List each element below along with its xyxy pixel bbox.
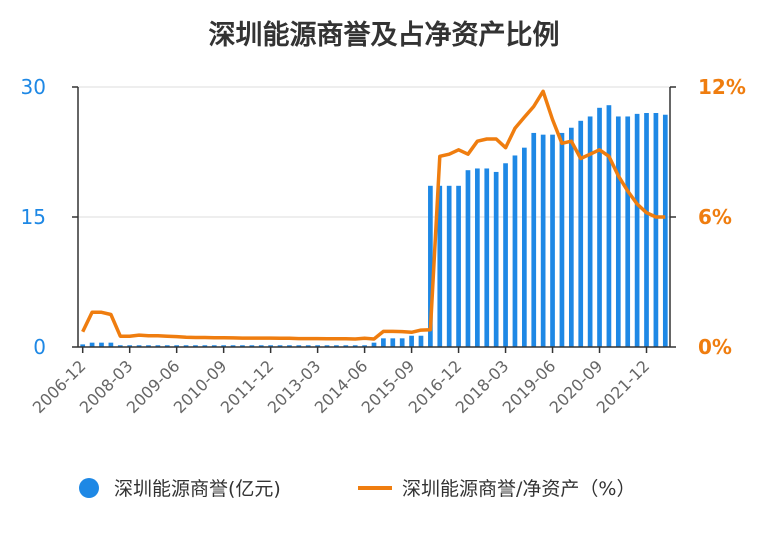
bar <box>80 344 86 347</box>
bar <box>428 185 433 347</box>
bar <box>540 134 546 347</box>
line-series <box>81 89 666 341</box>
bar <box>183 345 189 347</box>
bar <box>193 345 198 347</box>
bar <box>653 113 659 347</box>
bar <box>352 345 358 347</box>
bar <box>202 345 208 347</box>
bar <box>287 345 292 347</box>
bar <box>136 345 142 347</box>
bar <box>615 116 621 347</box>
bar <box>268 345 273 347</box>
bar <box>371 342 377 347</box>
legend: 深圳能源商誉(亿元) 深圳能源商誉/净资产（%） <box>79 478 635 500</box>
bar-series <box>80 105 668 347</box>
legend-line-label: 深圳能源商誉/净资产（%） <box>402 478 635 500</box>
bar <box>503 163 508 347</box>
bar <box>409 335 414 347</box>
y-tick-label-left: 0 <box>33 335 46 359</box>
bar <box>531 132 537 347</box>
bar <box>662 114 668 347</box>
y-tick-label-right: 12% <box>698 75 746 99</box>
bar <box>587 116 593 347</box>
legend-bar-marker <box>79 478 99 498</box>
legend-bar-label: 深圳能源商誉(亿元) <box>114 478 281 500</box>
bar <box>390 338 396 347</box>
bar <box>324 345 330 347</box>
bar <box>634 113 640 347</box>
bar <box>155 345 161 347</box>
bar <box>315 345 320 347</box>
bar <box>362 345 367 347</box>
bar <box>418 335 424 347</box>
bar <box>550 134 555 347</box>
y-tick-label-left: 15 <box>21 205 46 229</box>
bar <box>465 170 471 347</box>
bar <box>343 345 349 347</box>
bar <box>249 345 255 347</box>
bar <box>578 120 584 347</box>
bar <box>559 132 565 347</box>
bar <box>512 155 518 347</box>
bar <box>305 345 311 347</box>
y-tick-label-left: 30 <box>21 75 46 99</box>
bar <box>456 185 461 347</box>
bar <box>493 171 499 347</box>
y-tick-label-right: 0% <box>698 335 732 359</box>
bar <box>89 342 95 347</box>
bar <box>475 168 480 347</box>
bar <box>296 345 302 347</box>
series-line <box>81 89 666 341</box>
bar <box>99 342 104 347</box>
bar <box>277 345 283 347</box>
bar <box>164 345 170 347</box>
bar <box>108 342 114 347</box>
bar <box>174 345 180 347</box>
bar <box>334 345 339 347</box>
bar <box>240 345 245 347</box>
bar <box>117 345 123 347</box>
bar <box>522 147 527 347</box>
bar <box>399 338 405 347</box>
bar <box>230 345 236 347</box>
bar <box>211 345 217 347</box>
bar <box>446 185 452 347</box>
bar <box>146 345 151 347</box>
chart-title: 深圳能源商誉及占净资产比例 <box>209 19 560 51</box>
bar <box>484 168 490 347</box>
bar <box>606 105 612 347</box>
bar <box>258 345 264 347</box>
bar <box>568 127 574 347</box>
bar <box>597 107 602 347</box>
bar <box>644 113 649 347</box>
bar <box>381 338 386 347</box>
y-tick-label-right: 6% <box>698 205 732 229</box>
bar <box>127 345 133 347</box>
bar <box>437 185 443 347</box>
bar <box>221 345 226 347</box>
bar <box>625 116 631 347</box>
